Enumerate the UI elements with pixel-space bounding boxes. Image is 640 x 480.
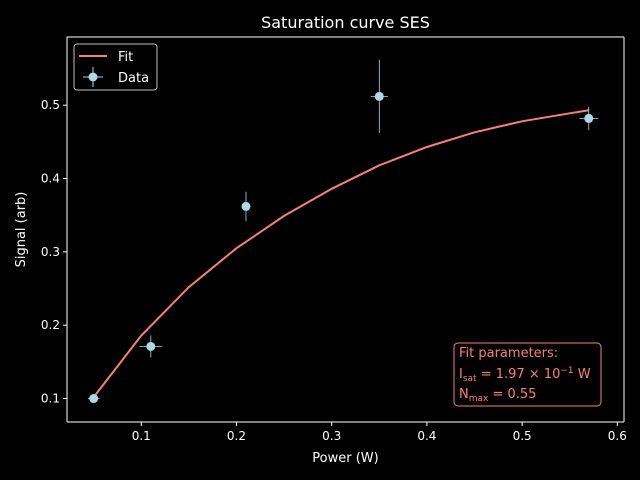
y-tick-label: 0.4	[41, 172, 60, 186]
y-tick-label: 0.1	[41, 392, 60, 406]
fit-curve	[92, 109, 589, 398]
x-tick-label: 0.2	[227, 429, 246, 443]
data-point-group	[139, 335, 163, 358]
x-tick-label: 0.3	[322, 429, 341, 443]
data-point-group	[579, 106, 599, 131]
x-tick-label: 0.1	[132, 429, 151, 443]
fit-parameters-heading: Fit parameters:	[459, 346, 558, 361]
data-point-group	[87, 394, 100, 404]
data-point	[374, 91, 384, 101]
chart-title: Saturation curve SES	[261, 13, 430, 32]
data-point	[146, 341, 156, 351]
x-tick-label: 0.4	[417, 429, 436, 443]
fit-parameter-isat: Isat = 1.97 × 10−1 W	[459, 366, 591, 384]
x-tick-label: 0.6	[608, 429, 627, 443]
fit-parameters-frame	[453, 342, 602, 407]
isat-value: = 1.97 × 10	[477, 367, 561, 382]
nmax-subscript: max	[469, 394, 489, 404]
fit-layer	[92, 109, 589, 398]
isat-unit: W	[574, 367, 591, 382]
y-tick-label: 0.2	[41, 318, 60, 332]
data-layer	[87, 59, 599, 404]
data-point	[241, 201, 251, 211]
isat-exponent: −1	[560, 366, 573, 376]
y-tick-label: 0.3	[41, 245, 60, 259]
data-point	[89, 394, 99, 404]
isat-subscript: sat	[463, 374, 477, 384]
y-axis-label: Signal (arb)	[14, 192, 29, 268]
x-axis-label: Power (W)	[312, 451, 378, 466]
axis-ticks: 0.1 0.2 0.3 0.4 0.5 0.6 0.1 0.2 0.3 0.4 0.5	[41, 98, 627, 443]
fit-parameter-nmax: Nmax = 0.55	[459, 387, 536, 404]
nmax-value: = 0.55	[488, 387, 536, 402]
y-tick-label: 0.5	[41, 98, 60, 112]
data-point-group	[241, 191, 251, 222]
data-point-group	[370, 59, 388, 134]
nmax-symbol: N	[459, 387, 469, 402]
legend-fit-label: Fit	[118, 50, 133, 65]
fit-parameters-box: Fit parameters: Isat = 1.97 × 10−1 W Nma…	[453, 342, 602, 407]
x-tick-label: 0.5	[513, 429, 532, 443]
legend-data-label: Data	[118, 71, 149, 86]
axes-spines	[66, 36, 625, 423]
data-point	[584, 113, 594, 123]
legend: Fit Data	[73, 43, 158, 91]
legend-data-marker	[88, 72, 98, 82]
isat-symbol: I	[459, 367, 463, 382]
